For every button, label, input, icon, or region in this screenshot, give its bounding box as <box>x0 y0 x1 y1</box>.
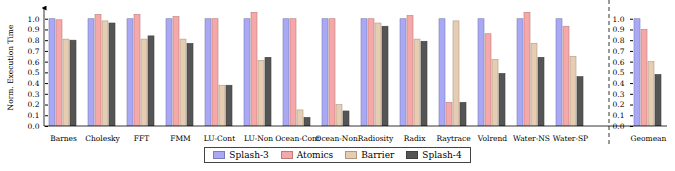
svg-text:0.9: 0.9 <box>28 25 40 34</box>
svg-text:1.0: 1.0 <box>28 15 40 24</box>
svg-text:Radix: Radix <box>404 134 426 143</box>
svg-text:Barnes: Barnes <box>50 134 77 143</box>
svg-text:Cholesky: Cholesky <box>85 134 120 143</box>
svg-text:0.3: 0.3 <box>28 90 40 99</box>
svg-text:Radiosity: Radiosity <box>358 134 394 143</box>
svg-text:0.0: 0.0 <box>28 122 40 131</box>
svg-text:Ocean-Cont: Ocean-Cont <box>275 134 320 143</box>
svg-text:0.6: 0.6 <box>28 58 40 67</box>
svg-text:0.1: 0.1 <box>28 111 40 120</box>
svg-text:LU-Cont: LU-Cont <box>204 134 235 143</box>
html-text:Atomics: Atomics <box>296 150 334 160</box>
svg-text:0.8: 0.8 <box>613 36 625 45</box>
svg-text:Geomean: Geomean <box>631 134 667 143</box>
svg-text:Water-SP: Water-SP <box>553 134 588 143</box>
svg-text:0.9: 0.9 <box>613 25 625 34</box>
svg-text:0.7: 0.7 <box>28 47 40 56</box>
html-text:Splash-3: Splash-3 <box>229 150 269 160</box>
svg-text:0.4: 0.4 <box>613 79 625 88</box>
svg-text:Ocean-Non: Ocean-Non <box>315 134 358 143</box>
svg-text:Volrend: Volrend <box>477 134 507 143</box>
svg-text:0.5: 0.5 <box>613 68 625 77</box>
svg-text:0.5: 0.5 <box>28 68 40 77</box>
svg-text:0.8: 0.8 <box>28 36 40 45</box>
svg-text:0.6: 0.6 <box>613 58 625 67</box>
svg-text:Norm. Execution Time: Norm. Execution Time <box>6 24 15 110</box>
svg-text:0.1: 0.1 <box>613 111 625 120</box>
svg-text:0.0: 0.0 <box>612 121 625 131</box>
svg-text:Water-NS: Water-NS <box>513 134 550 143</box>
svg-text:0.2: 0.2 <box>613 100 625 109</box>
svg-text:Raytrace: Raytrace <box>436 134 471 143</box>
svg-text:0.4: 0.4 <box>28 79 40 88</box>
svg-text:0.7: 0.7 <box>613 47 625 56</box>
html-text:Barrier: Barrier <box>361 150 395 160</box>
svg-text:1.0: 1.0 <box>613 15 625 24</box>
svg-text:LU-Non: LU-Non <box>244 134 273 143</box>
svg-text:FMM: FMM <box>170 134 191 143</box>
html-text:Splash-4: Splash-4 <box>422 150 462 160</box>
svg-text:FFT: FFT <box>134 134 149 143</box>
svg-text:0.2: 0.2 <box>28 100 40 109</box>
svg-text:0.3: 0.3 <box>613 90 625 99</box>
